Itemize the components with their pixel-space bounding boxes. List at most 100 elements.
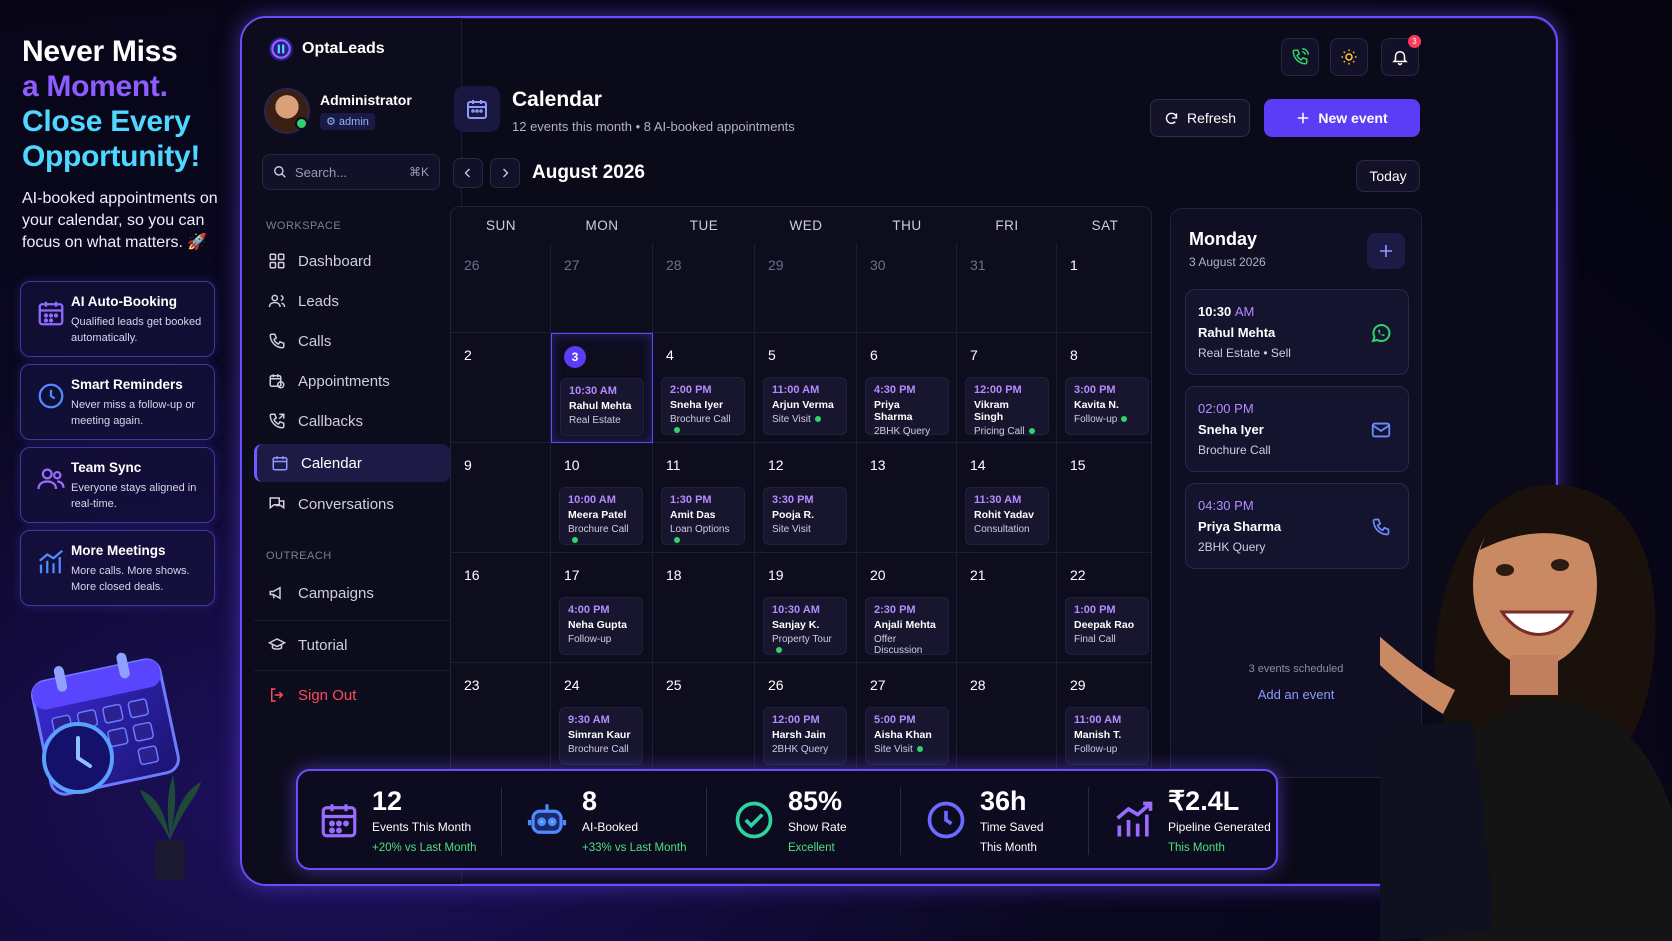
calendar-day-cell[interactable]: 23: [451, 663, 551, 773]
event-chip[interactable]: 4:30 PM Priya Sharma 2BHK Query: [865, 377, 949, 437]
event-chip[interactable]: 10:30 AM Sanjay K. Property Tour: [763, 597, 847, 655]
prev-month-button[interactable]: [453, 158, 483, 188]
event-type: Brochure Call: [568, 524, 634, 546]
calendar-day-cell[interactable]: 30: [857, 243, 957, 333]
calendar-day-cell[interactable]: 15: [1057, 443, 1151, 553]
feature-title: AI Auto-Booking: [71, 294, 177, 309]
current-month: August 2026: [532, 162, 645, 183]
event-chip[interactable]: 3:00 PM Kavita N. Follow-up: [1065, 377, 1149, 435]
add-event-button[interactable]: [1367, 233, 1405, 269]
phone-button[interactable]: [1281, 38, 1319, 76]
sidebar-item-label: Campaigns: [298, 584, 374, 602]
today-button[interactable]: Today: [1356, 160, 1420, 192]
calendar-day-cell[interactable]: 6 4:30 PM Priya Sharma 2BHK Query: [857, 333, 957, 443]
event-type: Final Call: [1074, 634, 1140, 645]
calendar-day-cell[interactable]: 31: [957, 243, 1057, 333]
calendar-day-cell[interactable]: 13: [857, 443, 957, 553]
calendar-day-cell[interactable]: 5 11:00 AM Arjun Verma Site Visit: [755, 333, 857, 443]
event-time: 02:00 PM: [1198, 401, 1254, 416]
sidebar-item-calls[interactable]: Calls: [254, 322, 450, 360]
calendar-day-cell[interactable]: 7 12:00 PM Vikram Singh Pricing Call: [957, 333, 1057, 443]
feature-title: Smart Reminders: [71, 377, 183, 392]
sidebar-item-tutorial[interactable]: Tutorial: [254, 626, 450, 664]
calendar-day-cell[interactable]: 18: [653, 553, 755, 663]
notifications-button[interactable]: 3: [1381, 35, 1421, 76]
calendar-day-cell[interactable]: 14 11:30 AM Rohit Yadav Consultation: [957, 443, 1057, 553]
event-chip[interactable]: 11:30 AM Rohit Yadav Consultation: [965, 487, 1049, 545]
event-chip[interactable]: 3:30 PM Pooja R. Site Visit: [763, 487, 847, 545]
sidebar-item-campaigns[interactable]: Campaigns: [254, 574, 450, 612]
panel-event-card[interactable]: 02:00 PM Sneha Iyer Brochure Call: [1185, 386, 1409, 472]
status-dot: [674, 427, 680, 434]
event-chip[interactable]: 9:30 AM Simran Kaur Brochure Call: [559, 707, 643, 765]
event-chip[interactable]: 11:00 AM Arjun Verma Site Visit: [763, 377, 847, 435]
sidebar-item-sign-out[interactable]: Sign Out: [254, 676, 450, 714]
calendar-day-cell[interactable]: 16: [451, 553, 551, 663]
calendar-day-cell[interactable]: 26: [451, 243, 551, 333]
event-chip[interactable]: 5:00 PM Aisha Khan Site Visit: [865, 707, 949, 765]
phone-icon[interactable]: [1366, 512, 1396, 542]
calendar-day-cell[interactable]: 17 4:00 PM Neha Gupta Follow-up: [551, 553, 653, 663]
calendar-day-cell[interactable]: 1: [1057, 243, 1151, 333]
feature-title: More Meetings: [71, 543, 166, 558]
refresh-button[interactable]: Refresh: [1150, 99, 1250, 137]
sidebar-item-calendar[interactable]: Calendar: [254, 444, 450, 482]
calendar-day-cell[interactable]: 28: [653, 243, 755, 333]
app-logo[interactable]: OptaLeads: [268, 36, 385, 62]
event-type-label: Site Visit: [874, 744, 913, 755]
event-chip[interactable]: 12:00 PM Vikram Singh Pricing Call: [965, 377, 1049, 437]
calendar-day-cell[interactable]: 2: [451, 333, 551, 443]
event-chip[interactable]: 11:00 AM Manish T. Follow-up: [1065, 707, 1149, 765]
calendar-day-cell[interactable]: 10 10:00 AM Meera Patel Brochure Call: [551, 443, 653, 553]
sidebar-item-appointments[interactable]: Appointments: [254, 362, 450, 400]
sidebar-item-dashboard[interactable]: Dashboard: [254, 242, 450, 280]
calendar-day-cell[interactable]: 24 9:30 AM Simran Kaur Brochure Call: [551, 663, 653, 773]
event-chip[interactable]: 12:00 PM Harsh Jain 2BHK Query: [763, 707, 847, 765]
event-chip[interactable]: 10:30 AM Rahul Mehta Real Estate: [560, 378, 644, 436]
calendar-day-cell[interactable]: 9: [451, 443, 551, 553]
calendar-day-cell[interactable]: 27: [551, 243, 653, 333]
mail-icon[interactable]: [1366, 415, 1396, 445]
sidebar-item-conversations[interactable]: Conversations: [254, 485, 450, 523]
calendar-day-cell[interactable]: 29 11:00 AM Manish T. Follow-up: [1057, 663, 1151, 773]
next-month-button[interactable]: [490, 158, 520, 188]
add-an-event-link[interactable]: Add an event: [1257, 687, 1335, 702]
calendar-day-cell[interactable]: 12 3:30 PM Pooja R. Site Visit: [755, 443, 857, 553]
calendar-day-cell[interactable]: 8 3:00 PM Kavita N. Follow-up: [1057, 333, 1151, 443]
event-chip[interactable]: 2:30 PM Anjali Mehta Offer Discussion: [865, 597, 949, 656]
search-input[interactable]: Search... ⌘K: [262, 154, 440, 190]
calendar-day-cell[interactable]: 28: [957, 663, 1057, 773]
calendar-day-cell[interactable]: 22 1:00 PM Deepak Rao Final Call: [1057, 553, 1151, 663]
new-event-button[interactable]: New event: [1264, 99, 1420, 137]
theme-toggle-button[interactable]: [1330, 38, 1368, 76]
event-chip[interactable]: 1:30 PM Amit Das Loan Options: [661, 487, 745, 545]
user-profile[interactable]: Administrator ⚙ admin: [264, 88, 412, 134]
weekday-header: FRI: [995, 217, 1019, 233]
stat-label: Show Rate: [788, 819, 847, 834]
calendar-day-cell[interactable]: 4 2:00 PM Sneha Iyer Brochure Call: [653, 333, 755, 443]
calendar-day-cell[interactable]: 11 1:30 PM Amit Das Loan Options: [653, 443, 755, 553]
event-chip[interactable]: 4:00 PM Neha Gupta Follow-up: [559, 597, 643, 655]
event-time: 3:00 PM: [1074, 384, 1116, 396]
event-type-label: Follow-up: [568, 634, 612, 645]
sidebar-item-callbacks[interactable]: Callbacks: [254, 402, 450, 440]
calendar-day-cell[interactable]: 21: [957, 553, 1057, 663]
calendar-day-cell[interactable]: 29: [755, 243, 857, 333]
weekday-header: MON: [585, 217, 619, 233]
calendar-day-cell[interactable]: 20 2:30 PM Anjali Mehta Offer Discussion: [857, 553, 957, 663]
event-chip[interactable]: 2:00 PM Sneha Iyer Brochure Call: [661, 377, 745, 435]
calendar-day-cell[interactable]: 3 10:30 AM Rahul Mehta Real Estate: [551, 333, 653, 443]
whatsapp-icon[interactable]: [1366, 318, 1396, 348]
calendar-day-cell[interactable]: 19 10:30 AM Sanjay K. Property Tour: [755, 553, 857, 663]
calendar-day-cell[interactable]: 27 5:00 PM Aisha Khan Site Visit: [857, 663, 957, 773]
plant-illustration: [135, 770, 205, 880]
calendar-day-cell[interactable]: 26 12:00 PM Harsh Jain 2BHK Query: [755, 663, 857, 773]
calendar-day-cell[interactable]: 25: [653, 663, 755, 773]
event-chip[interactable]: 10:00 AM Meera Patel Brochure Call: [559, 487, 643, 545]
role-label: admin: [338, 116, 369, 128]
panel-event-card[interactable]: 04:30 PM Priya Sharma 2BHK Query: [1185, 483, 1409, 569]
event-chip[interactable]: 1:00 PM Deepak Rao Final Call: [1065, 597, 1149, 655]
sidebar-item-leads[interactable]: Leads: [254, 282, 450, 320]
panel-event-card[interactable]: 10:30 AM Rahul Mehta Real Estate • Sell: [1185, 289, 1409, 375]
sidebar-item-label: Dashboard: [298, 252, 372, 270]
